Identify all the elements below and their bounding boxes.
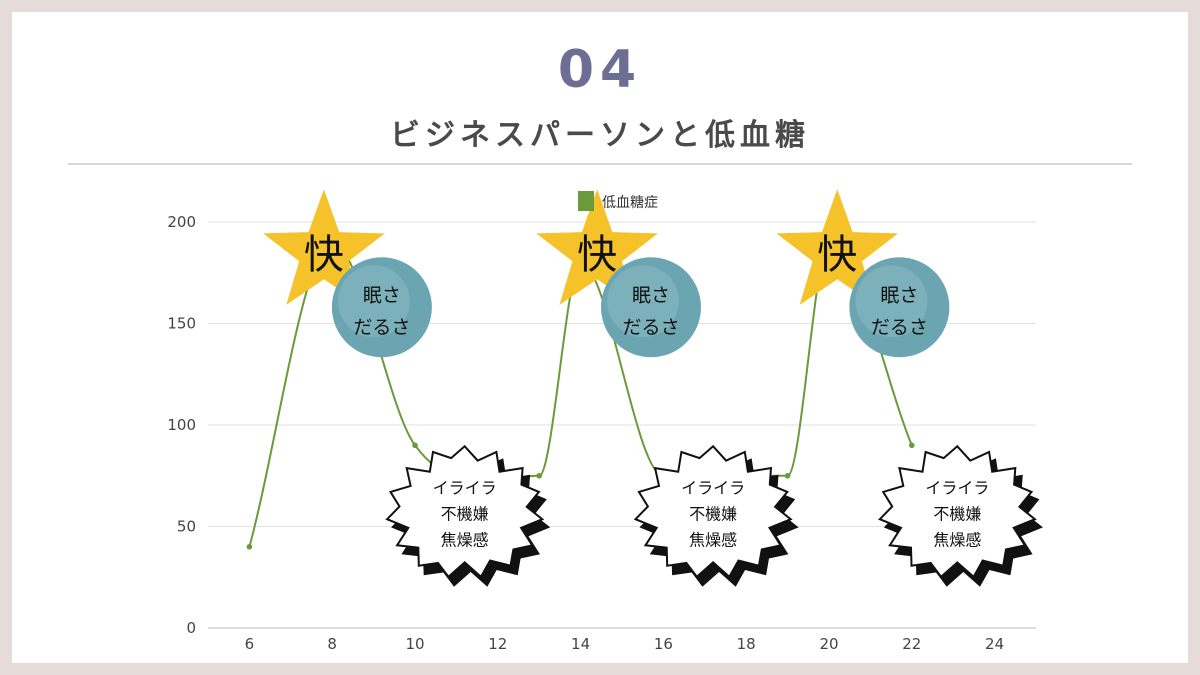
annotation-layer: 快快快眠さだるさ眠さだるさ眠さだるさイライラ不機嫌焦燥感イライラ不機嫌焦燥感イラ… <box>263 189 1043 587</box>
irritated-label-line: 焦燥感 <box>441 530 489 549</box>
circle-shape <box>849 257 950 358</box>
drowsy-label-line: 眠さ <box>363 284 401 306</box>
star-icon <box>263 189 385 305</box>
x-tick-label: 8 <box>327 635 337 653</box>
legend: 低血糖症 <box>578 191 658 211</box>
peak-star-badge: 快 <box>536 189 658 305</box>
slide-number: 04 <box>557 40 643 100</box>
slide: 04 ビジネスパーソンと低血糖 <box>12 12 1188 663</box>
y-tick-label: 50 <box>177 518 196 536</box>
x-tick-label: 16 <box>654 635 673 653</box>
drowsy-label-line: 眠さ <box>632 284 670 306</box>
y-tick-label: 150 <box>167 315 196 333</box>
peak-label: 快 <box>304 232 344 278</box>
circle-shape <box>600 257 701 358</box>
irritated-label-line: イライラ <box>925 478 989 497</box>
peak-star-badge: 快 <box>776 189 899 305</box>
drowsy-label-line: 眠さ <box>880 284 918 306</box>
x-tick-label: 12 <box>488 635 507 653</box>
data-point <box>536 472 542 479</box>
x-tick-label: 6 <box>245 635 255 653</box>
irritated-label-line: イライラ <box>681 478 745 497</box>
peak-label: 快 <box>577 232 617 278</box>
circle-highlight <box>606 265 679 338</box>
irritated-label-line: 焦燥感 <box>933 530 981 549</box>
x-tick-label: 14 <box>571 635 590 653</box>
peak-label: 快 <box>817 232 857 278</box>
x-tick-label: 10 <box>405 635 424 653</box>
y-tick-label: 200 <box>167 213 196 231</box>
data-point <box>909 442 915 449</box>
slide-title: ビジネスパーソンと低血糖 <box>390 118 810 153</box>
axes: 0 50 100 150 200 6 8 10 12 14 16 18 20 22 24 <box>167 213 1004 653</box>
legend-label: 低血糖症 <box>602 195 658 211</box>
burst-shape <box>878 444 1037 579</box>
x-tick-label: 18 <box>737 635 756 653</box>
circle-highlight <box>337 265 410 338</box>
star-icon <box>536 189 658 305</box>
data-point <box>784 472 791 479</box>
irritated-label-line: 不機嫌 <box>689 504 737 523</box>
drowsy-label-line: だるさ <box>353 316 410 338</box>
star-icon <box>776 189 899 305</box>
title-divider <box>68 163 1132 165</box>
data-point <box>412 442 418 449</box>
drowsy-label-line: だるさ <box>622 316 679 338</box>
x-tick-label: 20 <box>819 635 838 653</box>
irritated-label-line: 不機嫌 <box>441 504 489 523</box>
peak-star-badge: 快 <box>263 189 385 305</box>
y-tick-label: 100 <box>167 416 196 434</box>
burst-shape <box>633 444 793 579</box>
circle-highlight <box>855 265 928 338</box>
irritated-label-line: イライラ <box>433 478 497 497</box>
data-point <box>246 544 253 550</box>
irritated-label-line: 焦燥感 <box>689 530 737 549</box>
x-tick-label: 22 <box>902 635 921 653</box>
burst-shape <box>385 444 545 579</box>
x-tick-label: 24 <box>985 635 1004 653</box>
irritated-label-line: 不機嫌 <box>933 504 981 523</box>
drowsy-label-line: だるさ <box>871 316 928 338</box>
circle-shape <box>331 257 432 358</box>
legend-swatch <box>578 191 594 211</box>
y-tick-label: 0 <box>186 619 196 637</box>
